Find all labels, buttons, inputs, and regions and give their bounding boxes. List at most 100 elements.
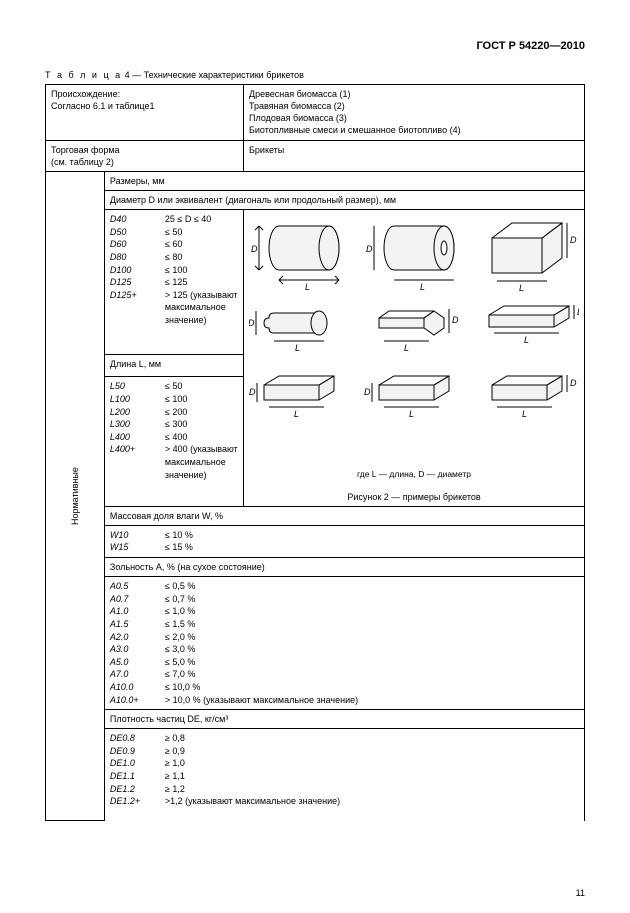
d-code-3: D80 [110, 251, 165, 264]
a-val-4: ≤ 2,0 % [165, 631, 579, 644]
tradeform-label-cell: Торговая форма (см. таблицу 2) [46, 140, 244, 171]
w-val-0: ≤ 10 % [165, 529, 579, 542]
d-val-3: ≤ 80 [165, 251, 238, 264]
a-val-5: ≤ 3,0 % [165, 643, 579, 656]
de-code-3: DE1.1 [110, 770, 165, 783]
a-code-3: A1.5 [110, 618, 165, 631]
svg-text:D: D [570, 235, 577, 245]
de-val-0: ≥ 0,8 [165, 732, 579, 745]
svg-text:L: L [295, 343, 300, 353]
origin-label: Происхождение: [51, 88, 238, 100]
d-code-5: D125 [110, 276, 165, 289]
d-code-0: D40 [110, 213, 165, 226]
a-code-0: A0.5 [110, 580, 165, 593]
ash-list: A0.5 A0.7 A1.0 A1.5 A2.0 A3.0 A5.0 A7.0 … [104, 577, 584, 710]
l-code-5: L400+ [110, 443, 165, 456]
svg-text:D: D [366, 244, 373, 254]
ash-header: Зольность A, % (на сухое состояние) [104, 558, 584, 577]
origin-v4: Биотопливные смеси и смешанное биотоплив… [249, 124, 579, 136]
w-code-1: W15 [110, 541, 165, 554]
d-code-1: D50 [110, 226, 165, 239]
de-code-0: DE0.8 [110, 732, 165, 745]
density-header: Плотность частиц DE, кг/см³ [104, 710, 584, 729]
density-list: DE0.8 DE0.9 DE1.0 DE1.1 DE1.2 DE1.2+ ≥ 0… [104, 729, 584, 821]
page-number: 11 [576, 888, 585, 898]
d-val-5: ≤ 125 [165, 276, 238, 289]
de-val-4: ≥ 1,2 [165, 783, 579, 796]
a-val-9: > 10,0 % (указывают максимальное значени… [165, 694, 579, 707]
l-code-4: L400 [110, 431, 165, 444]
figure-caption: Рисунок 2 — примеры брикетов [249, 491, 579, 503]
l-val-1: ≤ 100 [165, 393, 238, 406]
origin-v2: Травяная биомасса (2) [249, 100, 579, 112]
l-val-4: ≤ 400 [165, 431, 238, 444]
dims-header: Размеры, мм [104, 171, 584, 190]
de-code-2: DE1.0 [110, 757, 165, 770]
l-val-3: ≤ 300 [165, 418, 238, 431]
svg-text:D: D [249, 387, 256, 397]
l-code-3: L300 [110, 418, 165, 431]
origin-label-cell: Происхождение: Согласно 6.1 и таблице1 [46, 85, 244, 141]
origin-v1: Древесная биомасса (1) [249, 88, 579, 100]
d-code-2: D60 [110, 238, 165, 251]
moisture-header: Массовая доля влаги W, % [104, 506, 584, 525]
svg-text:L: L [409, 409, 414, 419]
a-code-2: A1.0 [110, 605, 165, 618]
a-code-7: A7.0 [110, 668, 165, 681]
d-code-6: D125+ [110, 289, 165, 302]
d-val-1: ≤ 50 [165, 226, 238, 239]
de-val-2: ≥ 1,0 [165, 757, 579, 770]
moisture-list: W10 W15 ≤ 10 % ≤ 15 % [104, 525, 584, 557]
a-code-5: A3.0 [110, 643, 165, 656]
l-val-5: > 400 (указывают максимальное значение) [165, 443, 238, 481]
svg-text:L: L [522, 409, 527, 419]
w-code-0: W10 [110, 529, 165, 542]
svg-text:L: L [305, 282, 310, 292]
svg-text:L: L [294, 409, 299, 419]
svg-text:D: D [364, 387, 371, 397]
diameter-list: D40 D50 D60 D80 D100 D125 D125+ 25 ≤ D ≤… [104, 210, 243, 354]
a-val-3: ≤ 1,5 % [165, 618, 579, 631]
d-val-6: > 125 (указывают максимальное значение) [165, 289, 238, 327]
svg-text:D: D [570, 378, 577, 388]
a-code-8: A10.0 [110, 681, 165, 694]
l-code-2: L200 [110, 406, 165, 419]
d-code-4: D100 [110, 264, 165, 277]
de-val-5: >1,2 (указывают максимальное значение) [165, 795, 579, 808]
figure-cell: D L D L [244, 210, 585, 507]
a-code-6: A5.0 [110, 656, 165, 669]
sidebar-normative: Нормативные [46, 171, 105, 821]
a-code-9: A10.0+ [110, 694, 165, 707]
a-val-0: ≤ 0,5 % [165, 580, 579, 593]
svg-text:L: L [519, 283, 524, 293]
briquette-diagram: D L D L [249, 213, 579, 463]
l-val-2: ≤ 200 [165, 406, 238, 419]
caption-rest: 4 — Технические характеристики брикетов [122, 70, 304, 80]
a-val-1: ≤ 0,7 % [165, 593, 579, 606]
de-val-1: ≥ 0,9 [165, 745, 579, 758]
figure-where: где L — длина, D — диаметр [249, 469, 579, 480]
a-val-7: ≤ 7,0 % [165, 668, 579, 681]
a-code-1: A0.7 [110, 593, 165, 606]
diameter-header: Диаметр D или эквивалент (диагональ или … [104, 190, 584, 209]
d-val-4: ≤ 100 [165, 264, 238, 277]
svg-text:L: L [404, 343, 409, 353]
svg-text:D: D [577, 307, 579, 317]
svg-text:L: L [420, 282, 425, 292]
sidebar-label: Нормативные [69, 467, 81, 525]
a-val-8: ≤ 10,0 % [165, 681, 579, 694]
l-code-0: L50 [110, 380, 165, 393]
svg-text:D: D [452, 315, 459, 325]
a-val-6: ≤ 5,0 % [165, 656, 579, 669]
origin-sub: Согласно 6.1 и таблице1 [51, 100, 238, 112]
svg-text:D: D [249, 318, 255, 328]
l-code-1: L100 [110, 393, 165, 406]
l-val-0: ≤ 50 [165, 380, 238, 393]
tradeform-label: Торговая форма [51, 144, 238, 156]
svg-text:D: D [251, 244, 258, 254]
tradeform-value: Брикеты [244, 140, 585, 171]
d-val-0: 25 ≤ D ≤ 40 [165, 213, 238, 226]
de-code-1: DE0.9 [110, 745, 165, 758]
spec-table: Происхождение: Согласно 6.1 и таблице1 Д… [45, 84, 585, 821]
caption-word: Т а б л и ц а [45, 70, 122, 80]
